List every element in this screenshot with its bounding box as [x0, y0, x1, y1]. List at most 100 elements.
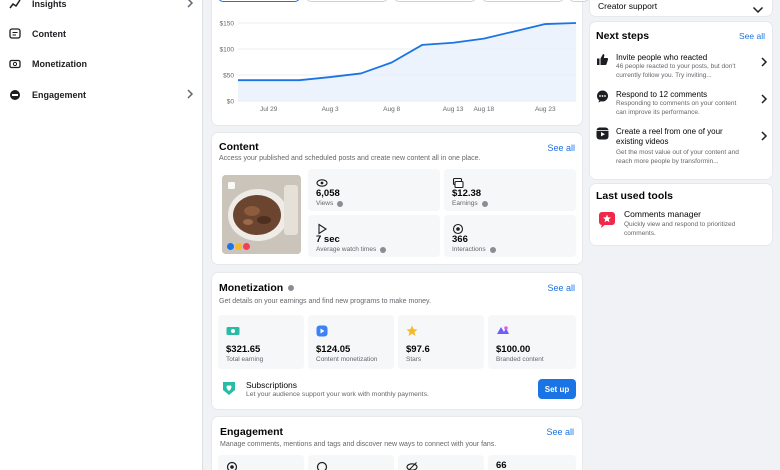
monetization-see-all-link[interactable]: See all [547, 283, 575, 293]
info-icon[interactable] [337, 200, 344, 207]
info-icon[interactable] [489, 246, 496, 253]
info-icon[interactable] [288, 285, 295, 291]
eye-off-icon [406, 460, 418, 470]
stars-value: $97.6 [406, 344, 430, 355]
branded-content-label: Branded content [496, 356, 544, 363]
sidebar-item-label: Monetization [32, 59, 87, 69]
creator-support-card[interactable]: Creator support [590, 0, 772, 16]
sidebar-item-label: Content [32, 29, 66, 39]
setup-subscriptions-button[interactable]: Set up [538, 379, 576, 399]
interactions-label: Interactions [452, 246, 496, 253]
sidebar: Insights Content Monetization Engagement [0, 0, 203, 470]
stat-tile-stars: $97.6 Stars [398, 315, 484, 369]
next-step-respond[interactable]: Respond to 12 comments Responding to com… [596, 90, 768, 122]
sidebar-item-monetization[interactable]: Monetization [6, 53, 196, 75]
watch-time-value: 7 sec [316, 234, 340, 245]
eye-icon [316, 176, 328, 188]
comment-target-icon [226, 460, 238, 470]
sidebar-item-content[interactable]: Content [6, 23, 196, 45]
next-step-create-reel[interactable]: Create a reel from one of your existing … [596, 127, 768, 171]
total-earning-value: $321.65 [226, 344, 261, 355]
next-step-desc: Get the most value out of your content a… [616, 149, 739, 165]
monetization-title: Monetization [219, 282, 295, 294]
views-label: Views [316, 200, 344, 207]
monetization-icon [8, 57, 22, 71]
stat-tile-content-monetization: $124.05 Content monetization [308, 315, 394, 369]
y-tick-label: $0 [227, 99, 235, 106]
content-card: Content Access your published and schedu… [212, 133, 582, 264]
post-thumbnail[interactable] [222, 175, 301, 254]
interaction-icon [452, 222, 464, 235]
x-tick-label: Aug 23 [535, 106, 556, 113]
earnings-line-chart: $150 $100 $50 $0 Jul 29 Aug 3 Aug 8 Aug 13 Aug 1… [220, 21, 577, 113]
subscriptions-icon [221, 380, 237, 396]
total-earning-label: Total earning [226, 356, 264, 363]
comment-icon [596, 90, 610, 104]
earnings-value: $12.38 [452, 188, 482, 199]
sidebar-item-insights[interactable]: Insights [6, 0, 196, 15]
last-used-tools-card: Last used tools Comments manager Quickly… [590, 184, 772, 245]
views-label-text: Views [316, 200, 334, 207]
y-tick-label: $50 [223, 73, 234, 80]
x-tick-label: Aug 8 [383, 106, 400, 113]
interactions-label-text: Interactions [452, 246, 486, 253]
content-icon [8, 27, 22, 41]
circle-icon [316, 460, 328, 470]
next-steps-see-all-link[interactable]: See all [739, 31, 765, 41]
watch-time-label-text: Average watch times [316, 246, 377, 253]
sidebar-item-engagement[interactable]: Engagement [6, 84, 196, 106]
earnings-label-text: Earnings [452, 200, 478, 207]
comments-manager-desc: Quickly view and respond to prioritized … [624, 221, 736, 237]
chevron-right-icon [760, 55, 768, 73]
stars-label: Stars [406, 356, 422, 363]
x-tick-label: Aug 13 [443, 106, 464, 113]
stat-tile-total-earning: $321.65 Total earning [218, 315, 304, 369]
y-tick-label: $100 [220, 47, 235, 54]
branded-content-icon [496, 324, 509, 336]
content-monetization-icon [316, 324, 328, 337]
comments-manager-icon [598, 211, 616, 229]
info-icon[interactable] [380, 246, 387, 253]
engagement-card: Engagement Manage comments, mentions and… [212, 417, 582, 470]
branded-content-value: $100.00 [496, 344, 531, 355]
y-tick-label: $150 [220, 21, 235, 28]
info-icon[interactable] [481, 200, 488, 207]
engagement-tile: 66 [488, 455, 576, 470]
x-tick-label: Aug 18 [474, 106, 495, 113]
engagement-tile [308, 455, 394, 470]
engagement-tile [218, 455, 304, 470]
play-icon [316, 222, 328, 235]
engagement-value: 66 [496, 460, 507, 470]
interactions-value: 366 [452, 234, 468, 245]
series-line [238, 22, 577, 82]
views-value: 6,058 [316, 188, 340, 199]
overview-chart-card: $150 $100 $50 $0 Jul 29 Aug 3 Aug 8 Aug 13 Aug 1… [212, 0, 589, 125]
content-title: Content [219, 141, 259, 153]
last-used-tools-title: Last used tools [596, 190, 674, 202]
content-see-all-link[interactable]: See all [547, 143, 575, 153]
chevron-right-icon [760, 129, 768, 147]
next-steps-card: Next steps See all Invite people who rea… [590, 22, 772, 179]
stat-tile-earnings: $12.38 Earnings [444, 169, 576, 211]
engagement-see-all-link[interactable]: See all [546, 427, 574, 437]
next-step-invite[interactable]: Invite people who reacted 46 people reac… [596, 53, 768, 85]
comments-manager-tool[interactable]: Comments manager Quickly view and respon… [596, 209, 768, 239]
chevron-right-icon [186, 0, 194, 11]
next-step-desc: 46 people reacted to your posts, but don… [616, 63, 736, 79]
reel-icon [596, 127, 610, 141]
chevron-right-icon [760, 92, 768, 110]
trend-icon [8, 0, 22, 11]
engagement-tile [398, 455, 484, 470]
creator-support-label: Creator support [598, 1, 658, 11]
monetization-card: Monetization Get details on your earning… [212, 273, 582, 409]
engagement-title: Engagement [220, 426, 284, 438]
sidebar-item-label: Insights [32, 0, 67, 9]
chevron-down-icon [752, 1, 764, 19]
monetization-title-text: Monetization [219, 282, 284, 294]
content-subtitle: Access your published and scheduled post… [219, 155, 481, 162]
x-tick-label: Aug 3 [322, 106, 339, 113]
comments-manager-title: Comments manager [624, 209, 702, 219]
content-monetization-value: $124.05 [316, 344, 351, 355]
series-area [238, 23, 576, 101]
subscriptions-desc: Let your audience support your work with… [246, 391, 429, 398]
